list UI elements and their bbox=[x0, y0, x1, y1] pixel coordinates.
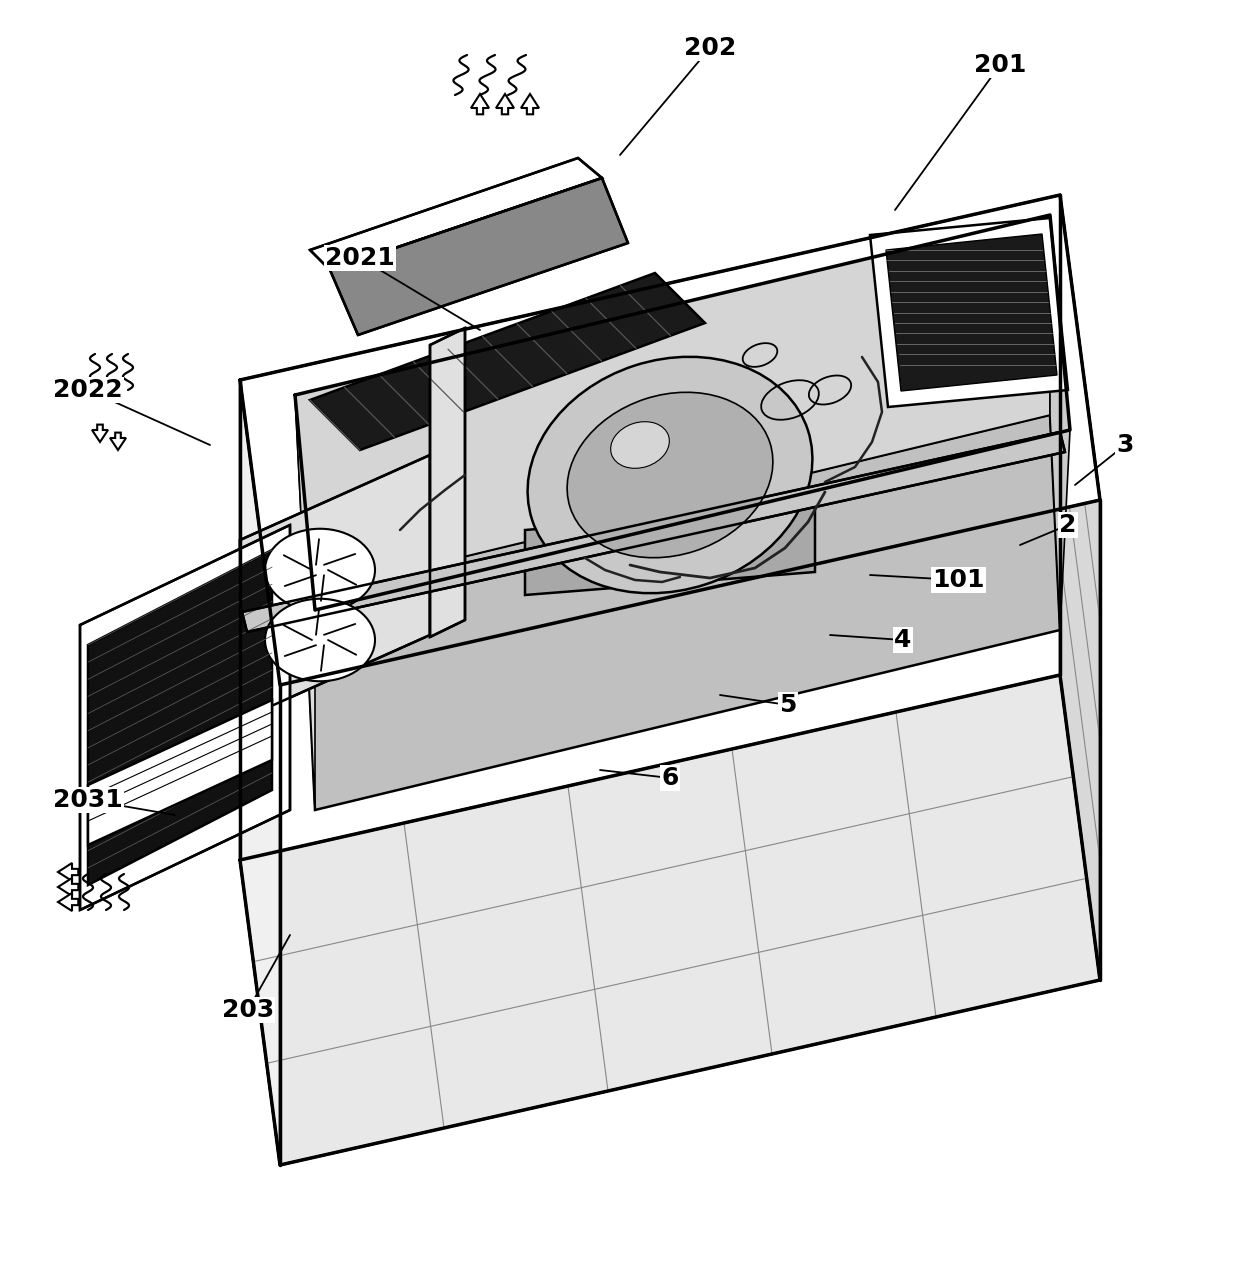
Text: 202: 202 bbox=[684, 35, 737, 60]
Polygon shape bbox=[330, 177, 627, 334]
Polygon shape bbox=[295, 215, 1050, 595]
Polygon shape bbox=[241, 455, 430, 720]
Polygon shape bbox=[58, 863, 78, 881]
Polygon shape bbox=[887, 234, 1056, 392]
Ellipse shape bbox=[527, 357, 812, 593]
Text: 6: 6 bbox=[661, 767, 678, 791]
Text: 5: 5 bbox=[779, 693, 796, 717]
Polygon shape bbox=[242, 432, 1065, 632]
Ellipse shape bbox=[610, 422, 670, 469]
Polygon shape bbox=[295, 395, 315, 810]
Ellipse shape bbox=[265, 528, 374, 611]
Polygon shape bbox=[471, 94, 489, 114]
Polygon shape bbox=[110, 432, 126, 450]
Polygon shape bbox=[1060, 195, 1100, 979]
Text: 2: 2 bbox=[1059, 513, 1076, 537]
Text: 4: 4 bbox=[894, 628, 911, 653]
Polygon shape bbox=[870, 218, 1068, 407]
Polygon shape bbox=[58, 878, 78, 896]
Ellipse shape bbox=[265, 599, 374, 682]
Text: 3: 3 bbox=[1116, 433, 1133, 457]
Polygon shape bbox=[92, 424, 108, 442]
Polygon shape bbox=[1050, 215, 1070, 630]
Text: 2022: 2022 bbox=[53, 378, 123, 402]
Text: 203: 203 bbox=[222, 998, 274, 1022]
Polygon shape bbox=[241, 380, 280, 1164]
Polygon shape bbox=[525, 507, 815, 595]
Text: 2021: 2021 bbox=[325, 246, 394, 270]
Text: 101: 101 bbox=[931, 568, 985, 592]
Polygon shape bbox=[310, 158, 601, 270]
Text: 2031: 2031 bbox=[53, 788, 123, 812]
Polygon shape bbox=[305, 416, 1060, 810]
Ellipse shape bbox=[567, 393, 773, 557]
Polygon shape bbox=[521, 94, 539, 114]
Text: 201: 201 bbox=[973, 53, 1027, 77]
Polygon shape bbox=[430, 328, 465, 637]
Polygon shape bbox=[88, 550, 272, 886]
Polygon shape bbox=[81, 525, 290, 910]
Polygon shape bbox=[310, 272, 706, 450]
Polygon shape bbox=[496, 94, 515, 114]
Polygon shape bbox=[241, 195, 1100, 685]
Polygon shape bbox=[58, 893, 78, 911]
Polygon shape bbox=[241, 675, 1100, 1164]
Polygon shape bbox=[88, 699, 272, 845]
